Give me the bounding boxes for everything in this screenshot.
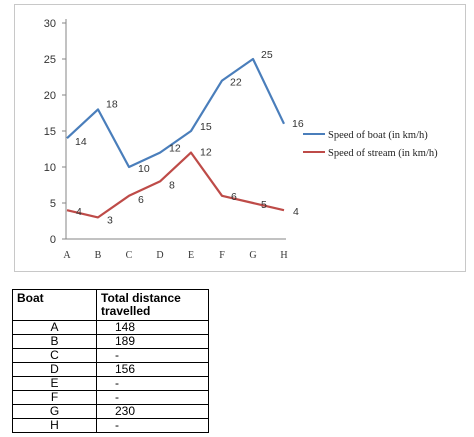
series-line-1 xyxy=(66,57,285,169)
data-label: 8 xyxy=(169,179,175,191)
data-label: 4 xyxy=(76,206,82,218)
data-label: 5 xyxy=(261,199,267,211)
chart-axes xyxy=(65,19,286,240)
table-row: H- xyxy=(12,418,209,433)
distance-cell: - xyxy=(96,348,209,363)
y-tick-label: 20 xyxy=(44,90,56,102)
y-tick-label: 15 xyxy=(44,126,56,138)
data-label: 3 xyxy=(107,214,113,226)
series-line-2 xyxy=(66,151,285,219)
distance-table: Boat Total distance travelled A 148 B 189 C -… xyxy=(12,289,209,433)
x-tick-label: D xyxy=(156,250,163,261)
chart-legend: Speed of boat (in km/h) Speed of stream (… xyxy=(303,130,438,159)
data-label: 12 xyxy=(200,147,212,159)
distance-cell: - xyxy=(96,418,209,433)
y-tick-label: 10 xyxy=(44,162,56,174)
distance-cell: 156 xyxy=(96,362,209,377)
data-label: 12 xyxy=(169,143,181,155)
table-body: A 148 B 189 C - D 156 E - F - G 230 H - xyxy=(12,320,209,433)
table-header-row: Boat Total distance travelled xyxy=(12,289,209,321)
distance-cell: 189 xyxy=(96,334,209,349)
boat-cell: H xyxy=(12,418,97,433)
boat-cell: E xyxy=(12,376,97,391)
table-row: A 148 xyxy=(12,320,209,335)
y-axis-ticks: 0 5 10 15 20 25 30 xyxy=(44,18,66,246)
table-row: F- xyxy=(12,390,209,405)
x-tick-label: B xyxy=(95,250,102,261)
table-row: E- xyxy=(12,376,209,391)
legend-label: Speed of boat (in km/h) xyxy=(328,130,428,141)
data-label: 4 xyxy=(293,206,299,218)
legend-label: Speed of stream (in km/h) xyxy=(328,148,438,159)
boat-cell: C xyxy=(12,348,97,363)
data-labels: 14 18 10 12 15 22 25 16 4 3 6 8 12 6 5 4 xyxy=(75,49,304,226)
table-row: B 189 xyxy=(12,334,209,349)
table-row: D 156 xyxy=(12,362,209,377)
data-label: 14 xyxy=(75,136,87,148)
boat-cell: A xyxy=(12,320,97,335)
distance-cell: 148 xyxy=(96,320,209,335)
data-label: 6 xyxy=(138,194,144,206)
table-row: C- xyxy=(12,348,209,363)
boat-cell: G xyxy=(12,404,97,419)
x-tick-label: C xyxy=(126,250,133,261)
data-label: 6 xyxy=(231,191,237,203)
y-tick-label: 5 xyxy=(50,198,56,210)
x-tick-label: H xyxy=(280,250,287,261)
chart-container: 0 5 10 15 20 25 30 A B C D E F G H 14 18 10 12 15 22 25 16 4 3… xyxy=(14,4,466,272)
x-axis-ticks: A B C D E F G H xyxy=(63,250,287,261)
y-tick-label: 30 xyxy=(44,18,56,30)
x-tick-label: A xyxy=(63,250,71,261)
data-label: 22 xyxy=(230,77,242,89)
y-tick-label: 0 xyxy=(50,234,56,246)
distance-cell: - xyxy=(96,390,209,405)
boat-cell: B xyxy=(12,334,97,349)
data-label: 10 xyxy=(138,163,150,175)
distance-cell: - xyxy=(96,376,209,391)
boat-cell: D xyxy=(12,362,97,377)
line-chart: 0 5 10 15 20 25 30 A B C D E F G H 14 18 10 12 15 22 25 16 4 3… xyxy=(44,18,438,261)
data-label: 25 xyxy=(261,49,273,61)
data-label: 15 xyxy=(200,121,212,133)
x-tick-label: E xyxy=(188,250,194,261)
header-total-distance: Total distance travelled xyxy=(96,289,209,321)
boat-cell: F xyxy=(12,390,97,405)
data-label: 18 xyxy=(106,98,118,110)
y-tick-label: 25 xyxy=(44,54,56,66)
table-row: G 230 xyxy=(12,404,209,419)
data-label: 16 xyxy=(292,118,304,130)
x-tick-label: F xyxy=(219,250,225,261)
series-lines xyxy=(66,57,285,219)
header-boat: Boat xyxy=(12,289,97,321)
x-tick-label: G xyxy=(249,250,256,261)
distance-cell: 230 xyxy=(96,404,209,419)
